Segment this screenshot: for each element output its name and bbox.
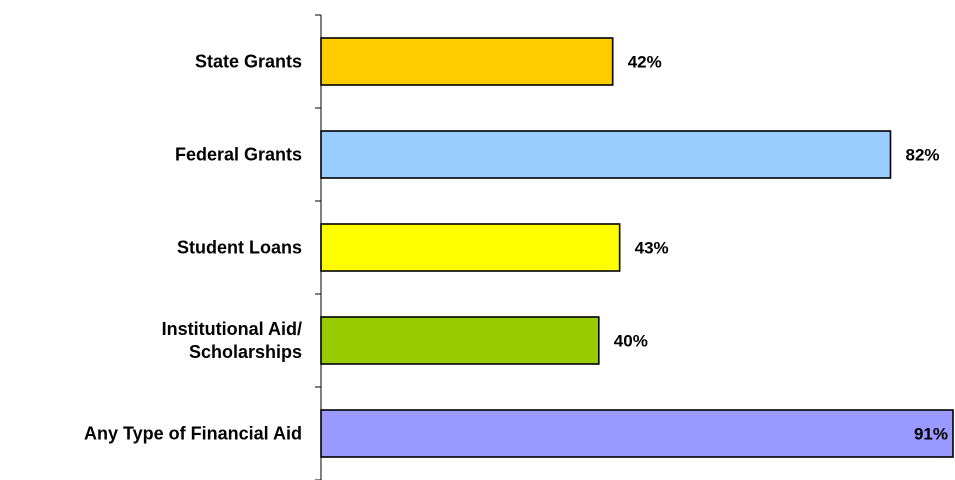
value-label: 40% xyxy=(614,332,648,351)
bar xyxy=(320,130,892,179)
category-label: Federal Grants xyxy=(175,145,302,165)
value-label: 82% xyxy=(905,146,939,165)
bar xyxy=(320,37,614,86)
bar xyxy=(320,316,600,365)
value-label: 43% xyxy=(635,239,669,258)
category-label: Institutional Aid/Scholarships xyxy=(162,319,302,362)
value-labels-group: 42% 82% 43% 40% 91% xyxy=(614,53,948,444)
value-label: 42% xyxy=(628,53,662,72)
category-labels-group: State Grants Federal Grants Student Loans I… xyxy=(84,52,302,444)
bar xyxy=(320,223,621,272)
category-label: Student Loans xyxy=(177,238,302,258)
value-label: 91% xyxy=(914,425,948,444)
bars-group xyxy=(320,37,954,458)
axis-ticks xyxy=(315,14,321,480)
category-label: Any Type of Financial Aid xyxy=(84,424,302,444)
bar xyxy=(320,409,954,458)
category-label: State Grants xyxy=(195,52,302,72)
